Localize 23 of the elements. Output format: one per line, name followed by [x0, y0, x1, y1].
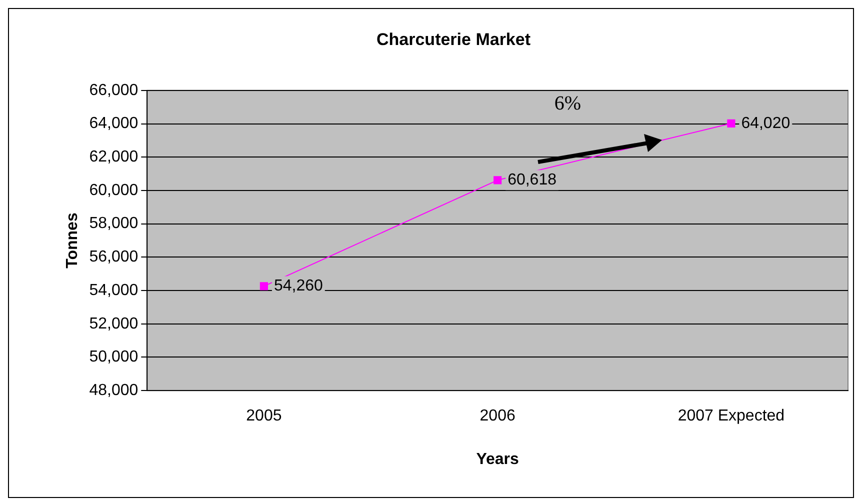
y-tick-label: 52,000	[89, 315, 138, 332]
x-tick-label: 2005	[246, 408, 282, 425]
x-axis-title: Years	[476, 450, 520, 468]
y-tick-label: 60,000	[89, 182, 138, 199]
y-axis-title: Tonnes	[64, 212, 82, 268]
x-tick-label: 2006	[480, 408, 516, 425]
y-tick-label: 58,000	[89, 215, 138, 232]
point	[260, 282, 268, 290]
data-label: 64,020	[741, 114, 790, 132]
data-label: 60,618	[508, 172, 557, 189]
y-tick-label: 50,000	[89, 348, 138, 366]
y-tick-label: 54,000	[89, 282, 138, 299]
y-tick-label: 62,000	[89, 148, 138, 166]
point	[494, 176, 502, 184]
chart-title: Charcuterie Market	[376, 30, 531, 49]
y-tick-label: 48,000	[89, 382, 138, 400]
data-label: 54,260	[274, 278, 323, 295]
x-tick-label: 2007 Expected	[678, 408, 785, 425]
point	[727, 119, 736, 128]
y-tick-label: 66,000	[89, 82, 138, 99]
y-tick-label: 56,000	[89, 248, 138, 266]
annotation: 6%	[554, 92, 581, 115]
y-tick-label: 64,000	[89, 115, 138, 132]
